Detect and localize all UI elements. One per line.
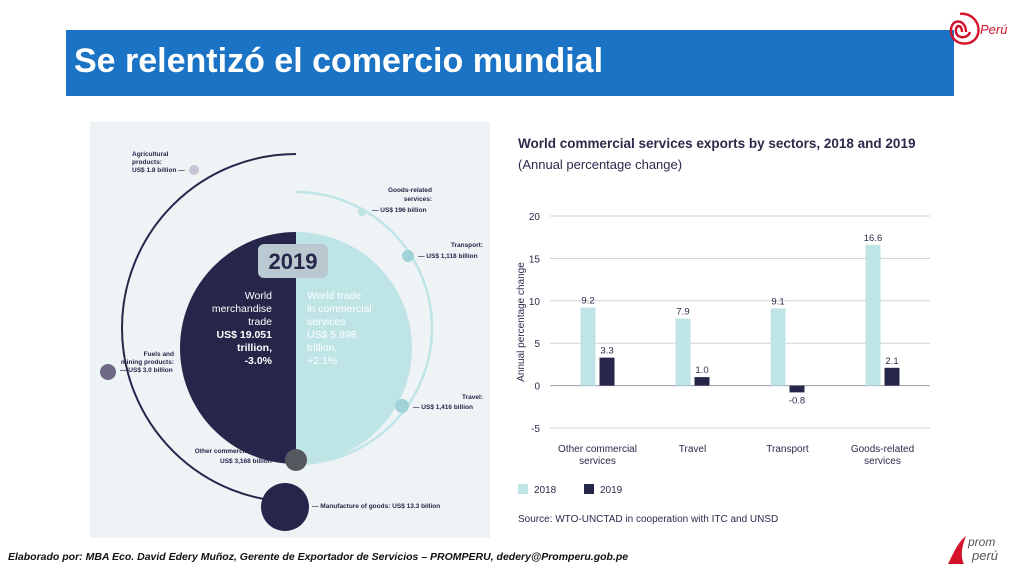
merchandise-half [180,232,296,464]
x-tick-label: Travel [679,444,706,455]
chart-title: World commercial services exports by sec… [518,136,916,151]
merchandise-arc [121,153,297,503]
slide-title: Se relentizó el comercio mundial [74,42,604,80]
fuels-label-2: — US$ 3.0 billion [120,367,173,374]
goods-related-label-2: — US$ 196 billion [372,207,427,214]
transport-node [402,250,414,262]
services-arc [295,190,434,466]
other-services-label-0: Other commercial services: [195,448,280,455]
bar-2019-2 [789,385,805,393]
x-tick-label: Other commercial [558,444,637,455]
y-axis-label: Annual percentage change [516,262,527,382]
data-label: 7.9 [676,307,689,318]
y-tick-label: 10 [529,297,541,308]
legend-swatch-2019 [584,484,594,494]
fuels-label-1: mining products: [121,359,174,366]
transport-label-0: Transport: [451,242,483,249]
slide-footer: Elaborado por: MBA Eco. David Edery Muño… [8,551,629,563]
y-tick-label: -5 [531,424,540,435]
peru-logo-text: Perú [980,22,1007,37]
bar-2019-0 [599,357,615,386]
services-half [296,232,412,464]
merch-label-0: World [245,290,272,302]
merch-label-4: trillion, [237,342,272,354]
agri-label-0: Agricultural [132,151,169,158]
legend-label: 2018 [534,485,557,496]
chart-subtitle: (Annual percentage change) [518,157,683,172]
y-tick-label: 15 [529,254,541,265]
y-tick-label: 0 [534,382,540,393]
travel-label-0: Travel: [462,394,483,401]
bar-2018-3 [865,244,881,386]
peru-logo-mark-icon [949,12,980,45]
year-badge [258,244,328,278]
data-label: 9.1 [771,296,784,307]
trade-infographic: 2019 World merchandise trade US$ 19.051 … [90,122,490,538]
infographic-svg: 2019 World merchandise trade US$ 19.051 … [100,151,483,531]
bar-2018-0 [580,307,596,386]
x-tick-label: Goods-related [851,444,914,455]
data-label: 1.0 [695,365,708,376]
data-label: 3.3 [600,346,613,357]
chart-source: Source: WTO-UNCTAD in cooperation with I… [518,514,779,525]
services-label-1: in commercial [307,303,372,315]
bar-2018-2 [770,308,786,386]
agri-label-1: products: [132,159,162,166]
y-tick-label: 20 [529,212,541,223]
legend-label: 2019 [600,485,623,496]
x-tick-label: Transport [766,444,809,455]
data-label: 2.1 [885,356,898,367]
title-bar: Se relentizó el comercio mundial [66,30,954,96]
y-tick-label: 5 [534,339,540,350]
promperu-logo-line2: perú [971,548,998,563]
agri-label-2: US$ 1.8 billion — [132,167,185,174]
merch-label-3: US$ 19.051 [217,329,273,341]
data-label: 16.6 [864,233,883,244]
other-services-node [285,449,307,471]
promperu-logo-line1: prom [967,535,995,549]
services-label-2: services [307,316,346,328]
services-exports-chart: World commercial services exports by sec… [510,130,970,530]
bar-2019-1 [694,377,710,386]
fuels-label-0: Fuels and [144,351,174,358]
bar-chart-svg: 20 15 10 5 0 -5 Annual percentage change 9.2 3.3… [516,212,930,496]
peru-logo: Perú [949,12,1007,45]
year-label: 2019 [269,249,318,274]
merch-label-1: merchandise [212,303,272,315]
goods-related-label-0: Goods-related [388,187,432,194]
promperu-swoosh-icon [948,536,966,564]
transport-label-1: — US$ 1,118 billion [418,253,478,260]
travel-label-1: — US$ 1,416 billion [413,404,473,411]
services-label-0: World trade [307,290,361,302]
data-label: 9.2 [581,296,594,307]
data-label: -0.8 [789,395,805,406]
manufacture-node [261,483,309,531]
x-tick-label: services [864,456,901,467]
legend-swatch-2018 [518,484,528,494]
travel-node [395,399,409,413]
merch-label-2: trade [248,316,272,328]
agri-node [189,165,199,175]
fuels-node [100,364,116,380]
services-label-5: +2.1% [307,355,337,367]
other-services-label-1: US$ 3,168 billion — [220,458,280,465]
manufacture-label: — Manufacture of goods: US$ 13.3 billion [312,503,440,510]
services-label-4: trillion, [307,342,337,354]
services-label-3: US$ 5.898 [307,329,357,341]
goods-related-node [358,208,366,216]
bar-2018-1 [675,318,691,386]
goods-related-label-1: services: [404,196,432,203]
promperu-logo: prom perú [948,535,998,564]
bar-2019-3 [884,367,900,386]
merch-label-5: -3.0% [245,355,273,367]
x-tick-label: services [579,456,616,467]
